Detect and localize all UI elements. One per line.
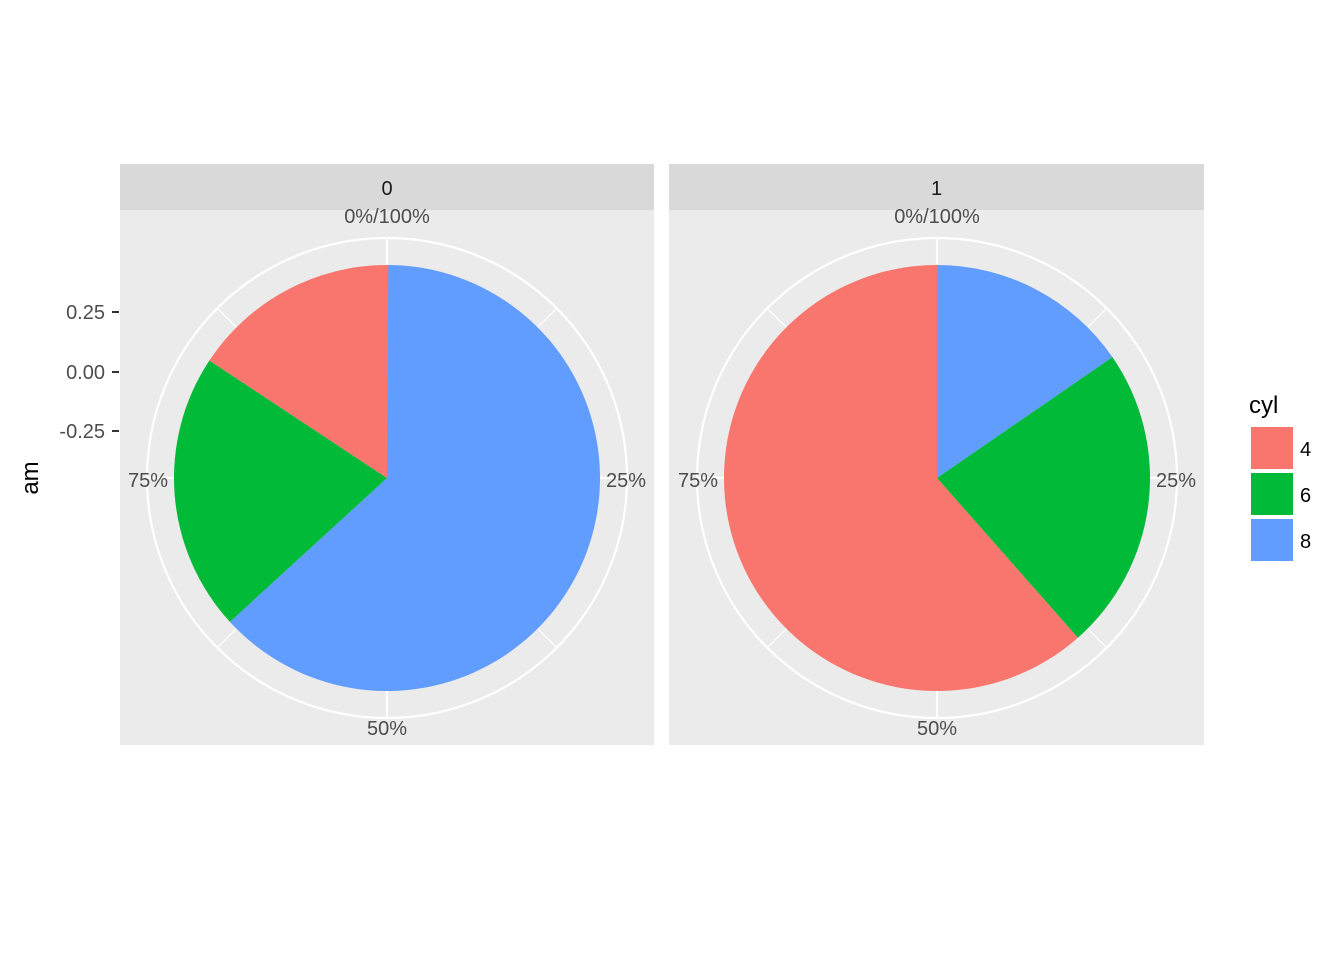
theta-tick-label: 25% bbox=[606, 470, 646, 492]
pie-slice-cyl-6 bbox=[174, 360, 387, 622]
pie-slice-cyl-8 bbox=[937, 265, 1113, 478]
legend-title: cyl bbox=[1249, 392, 1278, 419]
pie-slice-cyl-8 bbox=[229, 265, 600, 691]
facet-strip bbox=[120, 164, 654, 210]
legend-key-8 bbox=[1251, 519, 1293, 561]
radial-grid-circle bbox=[695, 236, 1179, 720]
y-axis: 0.25 0.00 -0.25 am bbox=[17, 302, 119, 495]
facet-panels: 0 0%/100% 25% 50% 75% 1 0%/100% 25% 50% 75% bbox=[120, 164, 1204, 745]
facet-panel-1: 1 0%/100% 25% 50% 75% bbox=[669, 164, 1204, 745]
theta-tick-label: 75% bbox=[128, 470, 168, 492]
theta-tick-label: 0%/100% bbox=[894, 206, 980, 228]
theta-tick-label: 75% bbox=[678, 470, 718, 492]
pie-slice-cyl-6 bbox=[937, 357, 1150, 638]
legend-label: 4 bbox=[1300, 439, 1311, 461]
facet-panel-0: 0 0%/100% 25% 50% 75% bbox=[120, 164, 654, 745]
pie-slice-cyl-4 bbox=[724, 265, 1078, 691]
y-tick-label: 0.00 bbox=[66, 362, 105, 384]
legend-label: 6 bbox=[1300, 485, 1311, 507]
y-tick-label: 0.25 bbox=[66, 302, 105, 324]
theta-tick-label: 50% bbox=[367, 718, 407, 740]
theta-tick-label: 0%/100% bbox=[344, 206, 430, 228]
legend: cyl 4 6 8 bbox=[1249, 392, 1311, 561]
facet-strip-label: 0 bbox=[381, 178, 392, 200]
y-axis-title: am bbox=[17, 461, 44, 494]
legend-key-6 bbox=[1251, 473, 1293, 515]
radial-grid-circle bbox=[145, 236, 629, 720]
theta-tick-label: 25% bbox=[1156, 470, 1196, 492]
pie-slice-cyl-4 bbox=[209, 265, 389, 478]
legend-key-4 bbox=[1251, 427, 1293, 469]
facet-strip bbox=[669, 164, 1204, 210]
theta-tick-label: 50% bbox=[917, 718, 957, 740]
y-tick-label: -0.25 bbox=[59, 421, 105, 443]
legend-label: 8 bbox=[1300, 531, 1311, 553]
facet-strip-label: 1 bbox=[931, 178, 942, 200]
